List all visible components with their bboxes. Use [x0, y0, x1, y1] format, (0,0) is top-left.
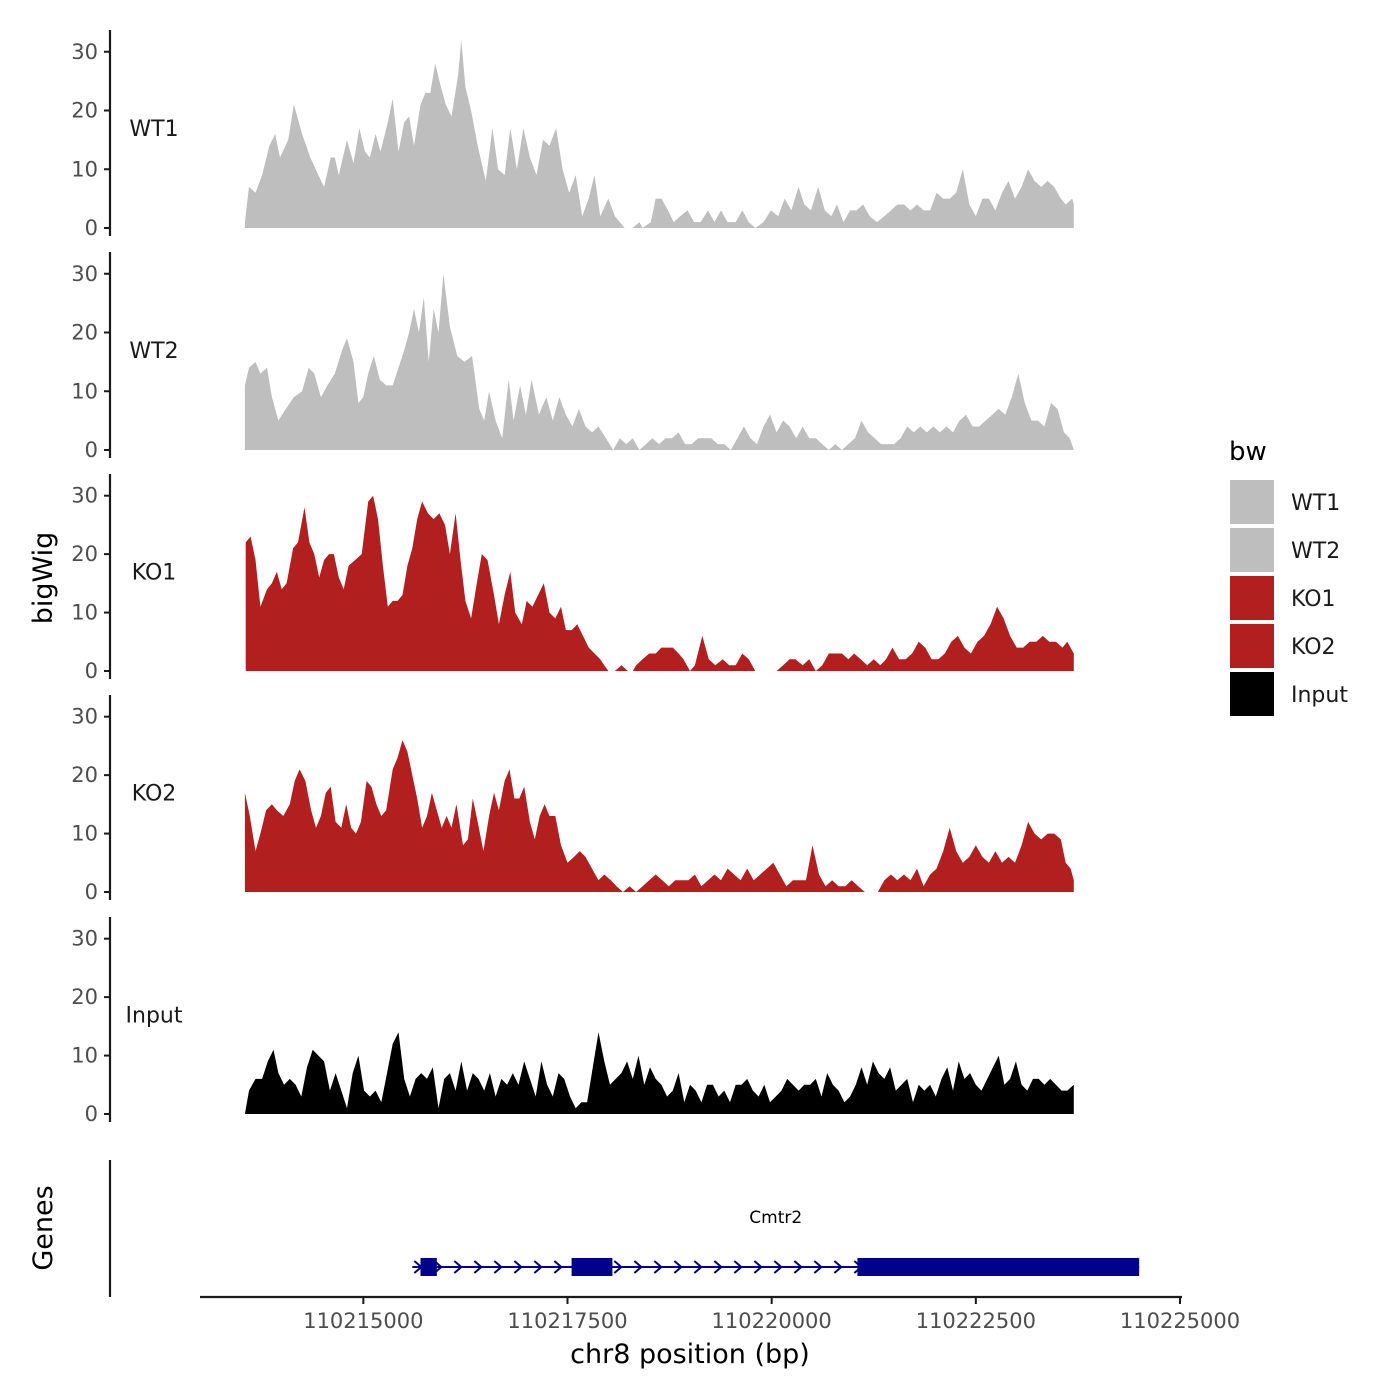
track-ko2: 0 10 20 30 KO2	[71, 695, 1074, 904]
track-wt2: 0 10 20 30 WT2	[71, 252, 1074, 462]
strand-arrow	[613, 1260, 623, 1274]
y-tick-label: 10	[71, 1044, 98, 1068]
track-label: WT1	[129, 117, 178, 142]
strand-arrow	[473, 1260, 483, 1274]
legend-title: bw	[1229, 437, 1267, 467]
x-tick-label: 110225000	[1120, 1309, 1240, 1333]
strand-arrow	[833, 1260, 843, 1274]
legend-key-ko2	[1230, 624, 1274, 668]
legend-label: WT2	[1291, 539, 1340, 564]
y-tick-label: 30	[71, 40, 98, 64]
x-axis-title: chr8 position (bp)	[570, 1339, 810, 1370]
y-tick-label: 0	[85, 880, 98, 904]
legend-key-wt1	[1230, 480, 1274, 524]
legend-label: Input	[1291, 683, 1348, 708]
track-label: Input	[126, 1004, 183, 1029]
gene-cmtr2: Cmtr2	[412, 1208, 1140, 1276]
gene-exon	[857, 1258, 1140, 1276]
y-tick-label: 20	[71, 763, 98, 787]
signal-area-ko1	[245, 495, 1074, 671]
strand-arrow	[753, 1260, 763, 1274]
signal-area-wt1	[244, 40, 1074, 228]
x-tick-label: 110220000	[712, 1309, 832, 1333]
signal-area-ko2	[244, 740, 1074, 892]
y-tick-label: 20	[71, 99, 98, 123]
y-tick-label: 10	[71, 157, 98, 181]
gene-track-title: Genes	[28, 1185, 59, 1270]
y-tick-label: 30	[71, 262, 98, 286]
strand-arrow	[513, 1260, 523, 1274]
y-tick-label: 0	[85, 438, 98, 462]
x-tick-label: 110215000	[303, 1309, 423, 1333]
legend-label: KO2	[1291, 635, 1336, 660]
legend-key-ko1	[1230, 576, 1274, 620]
signal-area-wt2	[244, 273, 1074, 450]
strand-arrow	[453, 1260, 463, 1274]
track-ko1: 0 10 20 30 KO1	[71, 474, 1074, 683]
x-tick-label: 110217500	[507, 1309, 627, 1333]
gene-name-label: Cmtr2	[749, 1208, 802, 1228]
y-tick-label: 20	[71, 321, 98, 345]
strand-arrow	[633, 1260, 643, 1274]
strand-arrow	[693, 1260, 703, 1274]
y-tick-label: 10	[71, 379, 98, 403]
y-tick-label: 30	[71, 705, 98, 729]
y-tick-label: 0	[85, 659, 98, 683]
y-tick-label: 20	[71, 542, 98, 566]
y-tick-label: 0	[85, 1102, 98, 1126]
y-axis-title: bigWig	[28, 532, 59, 625]
legend-label: KO1	[1291, 587, 1336, 612]
strand-arrow	[793, 1260, 803, 1274]
gene-exon	[571, 1258, 613, 1276]
track-wt1: 0 10 20 30 WT1	[71, 30, 1074, 240]
strand-arrow	[653, 1260, 663, 1274]
y-tick-label: 0	[85, 216, 98, 240]
strand-arrow	[813, 1260, 823, 1274]
strand-arrow	[713, 1260, 723, 1274]
track-label: KO1	[132, 561, 177, 586]
y-tick-label: 20	[71, 985, 98, 1009]
strand-arrow	[493, 1260, 503, 1274]
gene-exon	[420, 1258, 437, 1276]
strand-arrow	[673, 1260, 683, 1274]
track-input: 0 10 20 30 Input	[71, 917, 1074, 1126]
strand-arrow	[553, 1260, 563, 1274]
y-tick-label: 30	[71, 927, 98, 951]
y-tick-label: 10	[71, 822, 98, 846]
legend: bw WT1 WT2 KO1 KO2 Input	[1229, 437, 1348, 716]
x-tick-label: 110222500	[916, 1309, 1036, 1333]
y-tick-label: 10	[71, 601, 98, 625]
strand-arrow	[773, 1260, 783, 1274]
legend-key-wt2	[1230, 528, 1274, 572]
y-tick-label: 30	[71, 484, 98, 508]
signal-area-input	[244, 1032, 1074, 1114]
legend-key-input	[1230, 672, 1274, 716]
track-label: WT2	[129, 339, 178, 364]
legend-label: WT1	[1291, 491, 1340, 516]
strand-arrow	[533, 1260, 543, 1274]
track-label: KO2	[132, 782, 177, 807]
strand-arrow	[733, 1260, 743, 1274]
